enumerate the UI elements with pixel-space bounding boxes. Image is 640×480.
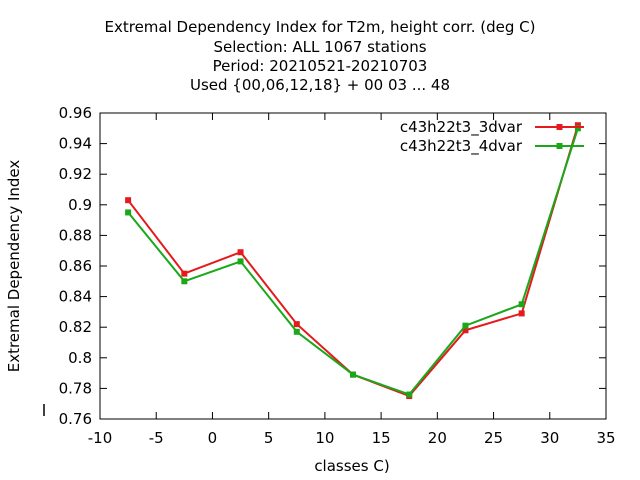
x-tick-label: 5 [264,429,274,447]
chart-subtitle-selection: Selection: ALL 1067 stations [213,38,427,56]
x-tick-label: 15 [372,429,391,447]
chart-subtitle-used: Used {00,06,12,18} + 00 03 ... 48 [189,76,451,94]
series-2-point [518,301,525,308]
series-1-point [574,122,581,129]
legend-swatch-point-2 [556,143,563,149]
legend-label-1: c43h22t3_3dvar [400,118,523,137]
y-tick-label: 0.9 [68,196,92,214]
x-tick-label: 35 [596,429,615,447]
series-2-point [293,328,300,335]
series-2-point [406,391,413,398]
series-1-point [237,249,244,256]
y-tick-label: 0.82 [59,318,92,336]
y-tick-label: 0.88 [59,226,92,244]
x-tick-label: -10 [88,429,113,447]
y-axis-label: Extremal Dependency Index [5,160,23,373]
y-tick-label: 0.96 [59,104,92,122]
series-1-point [462,327,469,334]
series-1-point [125,197,132,204]
x-tick-label: -5 [149,429,164,447]
x-tick-label: 25 [484,429,503,447]
legend-swatch-point-1 [556,124,563,130]
chart-subtitle-period: Period: 20210521-20210703 [212,57,428,75]
x-tick-label: 20 [428,429,447,447]
chart-title: Extremal Dependency Index for T2m, heigh… [104,18,536,36]
y-tick-label: 0.8 [68,349,92,367]
series-2-point [181,278,188,285]
series-2-point [237,258,244,265]
y-tick-label: 0.94 [59,135,92,153]
x-tick-label: 0 [208,429,218,447]
y-tick-label: 0.76 [59,410,92,428]
y-tick-label: 0.92 [59,165,92,183]
y-tick-label: 0.84 [59,288,92,306]
series-line-2 [127,127,579,396]
series-1-point [181,270,188,277]
series-2-point [462,322,469,329]
series-line-1 [127,124,579,398]
series-2-point [350,371,356,378]
x-axis-label: classes C) [314,457,389,475]
series-2-point [574,125,581,132]
series-1-point [518,310,525,317]
x-tick-label: 10 [315,429,334,447]
y-tick-label: 0.86 [59,257,92,275]
series-1-point [293,321,300,328]
legend-label-2: c43h22t3_4dvar [400,137,523,156]
y-tick-label: 0.78 [59,379,92,397]
series-2-point [125,209,132,216]
x-tick-label: 30 [540,429,559,447]
